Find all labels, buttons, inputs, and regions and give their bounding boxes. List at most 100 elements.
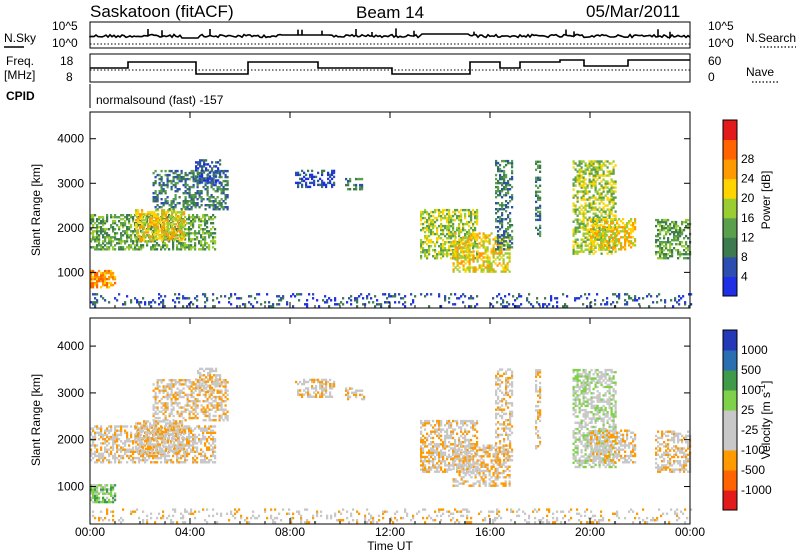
scatter-cell: [110, 425, 112, 427]
scatter-cell: [110, 446, 112, 448]
scatter-cell: [104, 493, 106, 495]
scatter-cell: [394, 301, 396, 303]
scatter-cell: [190, 220, 192, 222]
scatter-cell: [157, 435, 159, 437]
scatter-cell: [501, 196, 503, 198]
scatter-cell: [444, 225, 446, 227]
scatter-cell: [114, 220, 116, 222]
scatter-cell: [122, 222, 124, 224]
scatter-cell: [185, 196, 187, 198]
scatter-cell: [266, 293, 268, 295]
scatter-cell: [128, 226, 130, 228]
scatter-cell: [467, 254, 469, 256]
scatter-cell: [374, 295, 376, 297]
scatter-cell: [104, 220, 106, 222]
scatter-cell: [191, 394, 193, 396]
scatter-cell: [301, 170, 303, 172]
scatter-cell: [254, 297, 256, 299]
scatter-cell: [161, 402, 163, 404]
scatter-cell: [106, 242, 108, 244]
scatter-cell: [587, 204, 589, 206]
scatter-cell: [174, 293, 176, 295]
scatter-cell: [477, 244, 479, 246]
scatter-cell: [136, 248, 138, 250]
scatter-cell: [528, 301, 530, 303]
scatter-cell: [483, 256, 485, 258]
scatter-cell: [155, 406, 157, 408]
scatter-cell: [606, 297, 608, 299]
scatter-cell: [432, 211, 434, 213]
scatter-cell: [520, 303, 522, 305]
scatter-cell: [384, 293, 386, 295]
scatter-cell: [199, 175, 201, 177]
scatter-cell: [196, 295, 198, 297]
scatter-cell: [98, 497, 100, 499]
scatter-cell: [182, 295, 184, 297]
scatter-cell: [206, 461, 208, 463]
scatter-cell: [167, 233, 169, 235]
scatter-cell: [575, 251, 577, 253]
scatter-cell: [165, 387, 167, 389]
scatter-cell: [622, 226, 624, 228]
scatter-cell: [108, 276, 110, 278]
scatter-cell: [221, 198, 223, 200]
scatter-cell: [663, 225, 665, 227]
scatter-cell: [511, 242, 513, 244]
scatter-cell: [173, 437, 175, 439]
scatter-cell: [92, 457, 94, 459]
scatter-cell: [206, 446, 208, 448]
scatter-cell: [242, 303, 244, 305]
scatter-cell: [96, 444, 98, 446]
scatter-cell: [200, 427, 202, 429]
scatter-cell: [118, 449, 120, 451]
scatter-cell: [116, 299, 118, 301]
scatter-cell: [319, 178, 321, 180]
scatter-cell: [195, 202, 197, 204]
scatter-cell: [303, 180, 305, 182]
scatter-cell: [112, 449, 114, 451]
scatter-cell: [161, 435, 163, 437]
scatter-cell: [190, 451, 192, 453]
scatter-cell: [511, 176, 513, 178]
scatter-cell: [183, 452, 185, 454]
scatter-cell: [165, 435, 167, 437]
scatter-cell: [153, 182, 155, 184]
scatter-cell: [603, 206, 605, 208]
scatter-cell: [153, 409, 155, 411]
scatter-cell: [605, 164, 607, 166]
scatter-cell: [185, 190, 187, 192]
scatter-cell: [159, 392, 161, 394]
scatter-cell: [173, 385, 175, 387]
scatter-cell: [685, 235, 687, 237]
scatter-cell: [137, 435, 139, 437]
scatter-cell: [108, 449, 110, 451]
scatter-cell: [268, 305, 270, 307]
scatter-cell: [591, 180, 593, 182]
scatter-cell: [132, 449, 134, 451]
scatter-cell: [609, 170, 611, 172]
scatter-cell: [163, 439, 165, 441]
scatter-cell: [165, 237, 167, 239]
scatter-cell: [118, 238, 120, 240]
scatter-cell: [615, 190, 617, 192]
scatter-cell: [167, 439, 169, 441]
scatter-cell: [459, 244, 461, 246]
scatter-cell: [179, 394, 181, 396]
scatter-cell: [213, 165, 215, 167]
scatter-cell: [153, 415, 155, 417]
scatter-cell: [390, 295, 392, 297]
scatter-cell: [159, 448, 161, 450]
scatter-cell: [175, 394, 177, 396]
scatter-cell: [193, 381, 195, 383]
scatter-cell: [442, 217, 444, 219]
scatter-cell: [100, 461, 102, 463]
scatter-cell: [167, 385, 169, 387]
scatter-cell: [481, 252, 483, 254]
scatter-cell: [204, 430, 206, 432]
scatter-cell: [512, 295, 514, 297]
scatter-cell: [188, 440, 190, 442]
scatter-cell: [164, 248, 166, 250]
scatter-cell: [376, 303, 378, 305]
scatter-cell: [139, 235, 141, 237]
scatter-cell: [604, 226, 606, 228]
